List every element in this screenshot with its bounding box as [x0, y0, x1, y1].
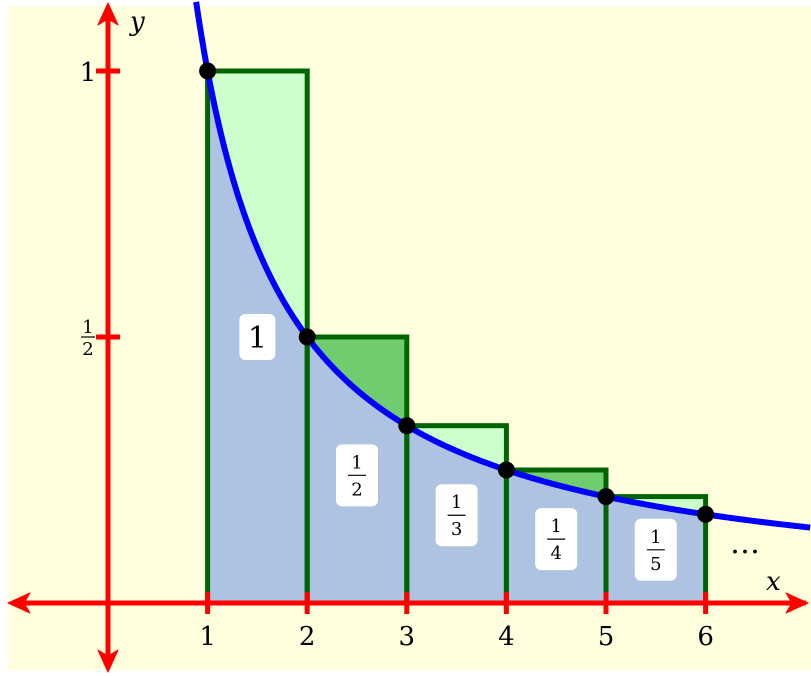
- x-axis-arrow-right: [785, 592, 809, 614]
- y-tick-label-den-2: 2: [82, 339, 93, 360]
- area-label-num-2: 1: [351, 452, 362, 473]
- area-label-box-1: [239, 314, 276, 360]
- area-label-num-4: 1: [550, 516, 561, 537]
- continuation-ellipsis: …: [730, 526, 760, 561]
- data-point-3: [398, 417, 416, 435]
- area-label-den-3: 3: [451, 519, 462, 540]
- data-point-4: [497, 461, 515, 479]
- x-tick-label-3: 3: [399, 622, 416, 652]
- data-point-6: [697, 505, 715, 523]
- y-tick-label-num-2: 1: [82, 317, 93, 338]
- x-tick-label-2: 2: [299, 622, 316, 652]
- x-tick-label-4: 4: [498, 622, 515, 652]
- y-tick-label-1: 1: [80, 58, 97, 88]
- data-point-2: [298, 328, 316, 346]
- area-label-den-5: 5: [650, 554, 661, 575]
- x-tick-label-6: 6: [697, 622, 714, 652]
- data-point-5: [597, 488, 615, 506]
- x-axis-arrow-left: [7, 592, 31, 614]
- area-label-1: 1: [248, 321, 267, 356]
- area-label-num-3: 1: [451, 492, 462, 513]
- y-axis-arrow-down: [97, 649, 119, 673]
- y-axis-arrow-up: [97, 2, 119, 26]
- y-axis-label: y: [129, 7, 145, 37]
- area-label-num-5: 1: [650, 527, 661, 548]
- x-tick-label-5: 5: [598, 622, 615, 652]
- x-axis-label: x: [766, 567, 781, 597]
- area-label-den-4: 4: [550, 543, 561, 564]
- area-label-den-2: 2: [351, 479, 362, 500]
- x-tick-label-1: 1: [199, 622, 216, 652]
- data-point-1: [199, 62, 217, 80]
